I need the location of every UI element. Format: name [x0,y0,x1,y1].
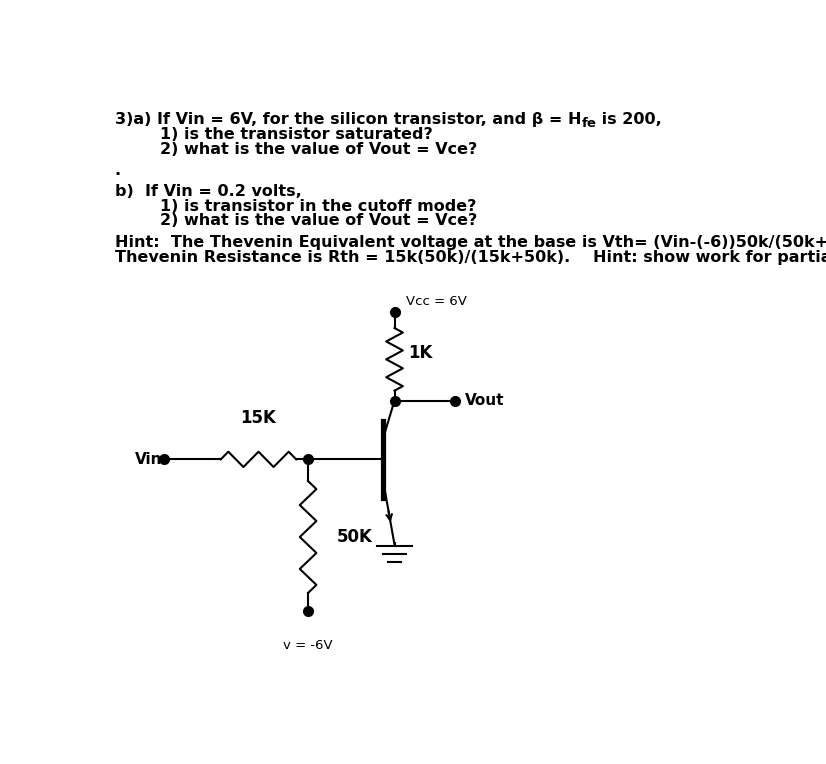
Text: 2) what is the value of Vout = Vce?: 2) what is the value of Vout = Vce? [115,213,477,228]
Text: Vin: Vin [135,452,163,467]
Text: 1K: 1K [409,345,433,362]
Text: Thevenin Resistance is Rth = 15k(50k)/(15k+50k).: Thevenin Resistance is Rth = 15k(50k)/(1… [115,250,592,265]
Text: v = -6V: v = -6V [283,639,333,652]
Text: fe: fe [582,117,596,130]
Text: 1) is transistor in the cutoff mode?: 1) is transistor in the cutoff mode? [115,199,476,214]
Text: 1) is the transistor saturated?: 1) is the transistor saturated? [115,127,433,142]
Text: fe: fe [582,117,596,130]
Text: 3)a) If Vin = 6V, for the silicon transistor, and β = H: 3)a) If Vin = 6V, for the silicon transi… [115,112,582,128]
Text: Vout: Vout [465,393,505,408]
Text: is 200,: is 200, [596,112,662,128]
Text: Hint:  The Thevenin Equivalent voltage at the base is Vth= (Vin-(-6))50k/(50k+15: Hint: The Thevenin Equivalent voltage at… [115,235,826,251]
Text: .: . [115,163,121,179]
Text: b)  If Vin = 0.2 volts,: b) If Vin = 0.2 volts, [115,184,301,199]
Text: 15K: 15K [240,409,277,427]
Text: 2) what is the value of Vout = Vce?: 2) what is the value of Vout = Vce? [115,141,477,157]
Text: Vcc = 6V: Vcc = 6V [406,295,467,308]
Text: 50K: 50K [337,528,373,546]
Text: Hint: show work for partial credit!: Hint: show work for partial credit! [592,250,826,265]
